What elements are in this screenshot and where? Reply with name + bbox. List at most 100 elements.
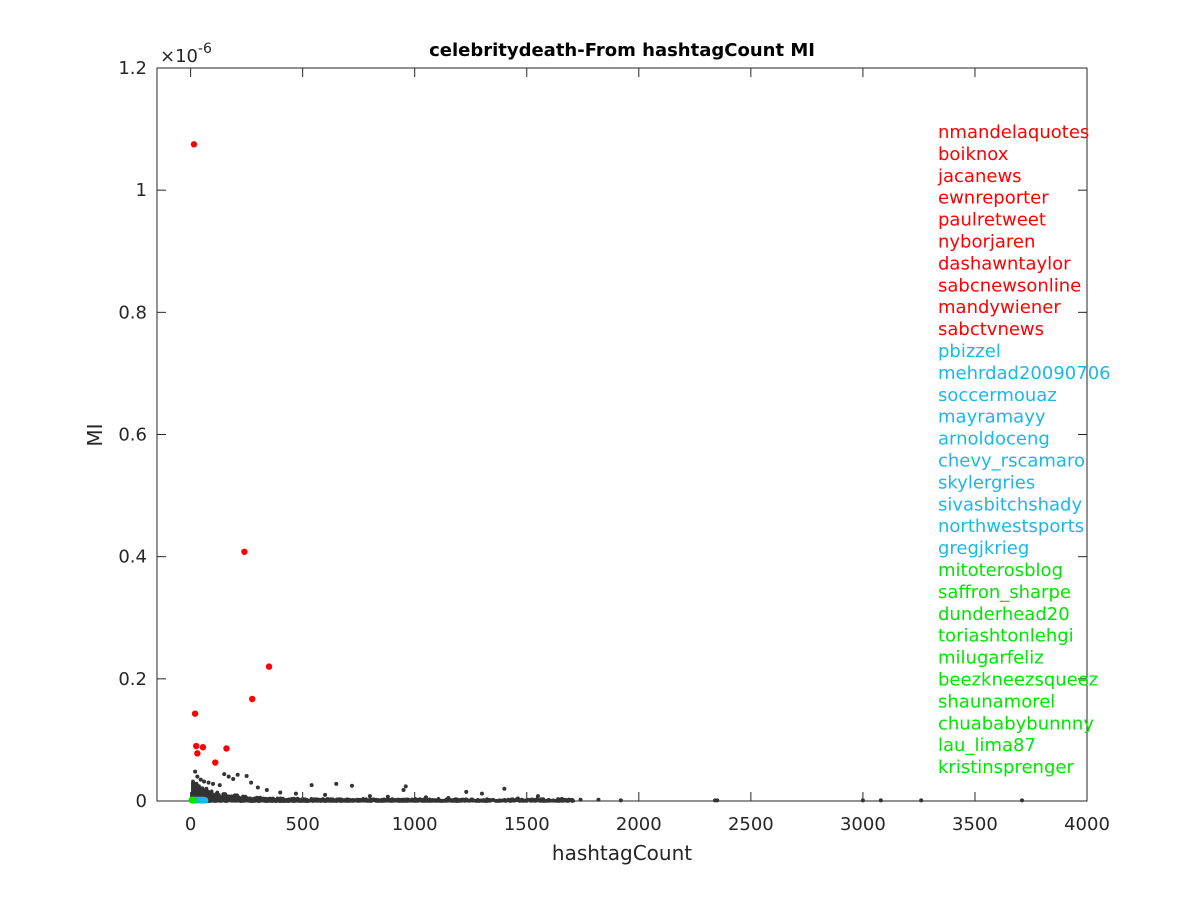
gray-cluster-point <box>381 799 386 803</box>
gray-cluster-point <box>258 797 263 802</box>
legend-label-green: saffron_sharpe <box>938 582 1071 603</box>
gray-cluster-point <box>480 799 485 803</box>
gray-cluster-point <box>317 798 322 803</box>
gray-cluster-point <box>476 799 480 803</box>
y-axis-label: MI <box>83 423 107 446</box>
gray-cluster-point <box>357 797 361 802</box>
gray-cluster-point <box>505 798 509 803</box>
legend-label-red: nmandelaquotes <box>938 122 1089 143</box>
legend-label-green: mitoterosblog <box>938 560 1063 581</box>
red-point <box>190 141 198 148</box>
gray-cluster-point <box>326 798 330 802</box>
gray-cluster-point <box>223 795 228 800</box>
gray-cluster-point <box>322 799 327 803</box>
gray-cluster-point <box>232 793 237 797</box>
gray-cluster-point <box>197 793 201 797</box>
axes: 0 500 1000 1500 2000 2500 3000 3500 4000 0 0.2 0.4 0… <box>118 58 1110 835</box>
gray-cluster-point <box>483 799 487 803</box>
gray-cluster-point <box>194 788 199 793</box>
gray-point <box>479 791 484 796</box>
gray-point <box>206 780 211 785</box>
gray-point <box>403 784 408 789</box>
gray-cluster-point <box>390 797 395 801</box>
legend-label-green: toriashtonlehgi <box>938 626 1074 647</box>
gray-cluster-point <box>206 792 211 797</box>
y-exponent-label: ×10-6 <box>160 41 212 67</box>
gray-point <box>349 783 354 788</box>
gray-point <box>293 791 298 796</box>
gray-cluster-point <box>511 798 516 803</box>
gray-point <box>385 794 390 799</box>
legend-label-cyan: pbizzel <box>938 341 1001 362</box>
gray-cluster-point <box>329 798 334 802</box>
x-tick-label: 1500 <box>504 814 550 835</box>
gray-cluster-point <box>544 799 549 803</box>
gray-point <box>878 798 883 803</box>
gray-cluster-point <box>221 792 226 796</box>
legend: nmandelaquotesboiknoxjacanewsewnreporter… <box>937 122 1111 778</box>
gray-cluster-point <box>303 798 307 803</box>
gray-point <box>578 797 583 802</box>
gray-cluster-point <box>223 798 227 803</box>
gray-point <box>231 777 236 782</box>
red-point <box>249 695 256 703</box>
y-tick-label: 0.8 <box>118 302 147 323</box>
gray-cluster-point <box>247 799 252 803</box>
x-tick-label: 1000 <box>392 814 438 835</box>
gray-cluster-point <box>350 798 355 803</box>
gray-point <box>596 797 601 802</box>
gray-cluster-point <box>415 797 420 802</box>
gray-point <box>264 788 269 793</box>
legend-label-red: ewnreporter <box>938 188 1049 209</box>
cyan-point <box>201 797 209 804</box>
gray-point <box>919 798 924 803</box>
gray-point <box>211 781 216 786</box>
gray-cluster-point <box>423 799 428 803</box>
gray-cluster-point <box>420 798 425 802</box>
gray-cluster-point <box>386 797 390 802</box>
gray-cluster-point <box>214 794 219 798</box>
y-exponent-base: ×10 <box>160 46 198 67</box>
legend-label-cyan: chevy_rscamaro <box>938 451 1085 472</box>
gray-cluster-point <box>359 798 364 803</box>
legend-label-red: nyborjaren <box>938 232 1035 253</box>
gray-point <box>226 774 231 779</box>
gray-cluster-point <box>364 798 369 803</box>
x-tick-label: 0 <box>185 814 196 835</box>
gray-cluster-point <box>332 799 337 803</box>
legend-label-green: beezkneezsqueez <box>938 670 1098 691</box>
gray-cluster-point <box>520 799 525 803</box>
gray-cluster-point <box>458 798 462 802</box>
red-point <box>223 745 230 752</box>
x-tick-label: 4000 <box>1064 814 1110 835</box>
gray-point <box>249 780 254 785</box>
gray-cluster-point <box>214 799 219 803</box>
gray-point <box>217 783 222 788</box>
gray-point <box>1020 798 1025 803</box>
gray-cluster-point <box>468 798 473 803</box>
y-exponent-power: -6 <box>198 41 212 57</box>
gray-cluster-point <box>241 798 246 803</box>
x-tick-label: 3500 <box>952 814 998 835</box>
gray-cluster-point <box>298 798 302 802</box>
gray-point <box>502 786 507 791</box>
gray-cluster-point <box>549 798 553 803</box>
gray-cluster-point <box>410 797 414 802</box>
gray-point <box>367 794 372 799</box>
legend-label-cyan: arnoldoceng <box>938 429 1050 450</box>
gray-cluster-point <box>509 799 513 803</box>
y-tick-label: 0.2 <box>118 669 147 690</box>
gray-point <box>401 788 406 793</box>
y-tick-label: 0.4 <box>118 547 147 568</box>
gray-cluster-point <box>449 798 453 803</box>
gray-point <box>323 792 328 797</box>
x-tick-label: 2000 <box>616 814 662 835</box>
gray-point <box>715 798 720 803</box>
gray-cluster-point <box>193 783 197 788</box>
gray-point <box>244 773 249 778</box>
gray-cluster-point <box>219 798 224 803</box>
legend-label-red: jacanews <box>937 166 1022 187</box>
y-tick-label: 1.2 <box>118 58 147 79</box>
gray-cluster-point <box>525 798 529 803</box>
